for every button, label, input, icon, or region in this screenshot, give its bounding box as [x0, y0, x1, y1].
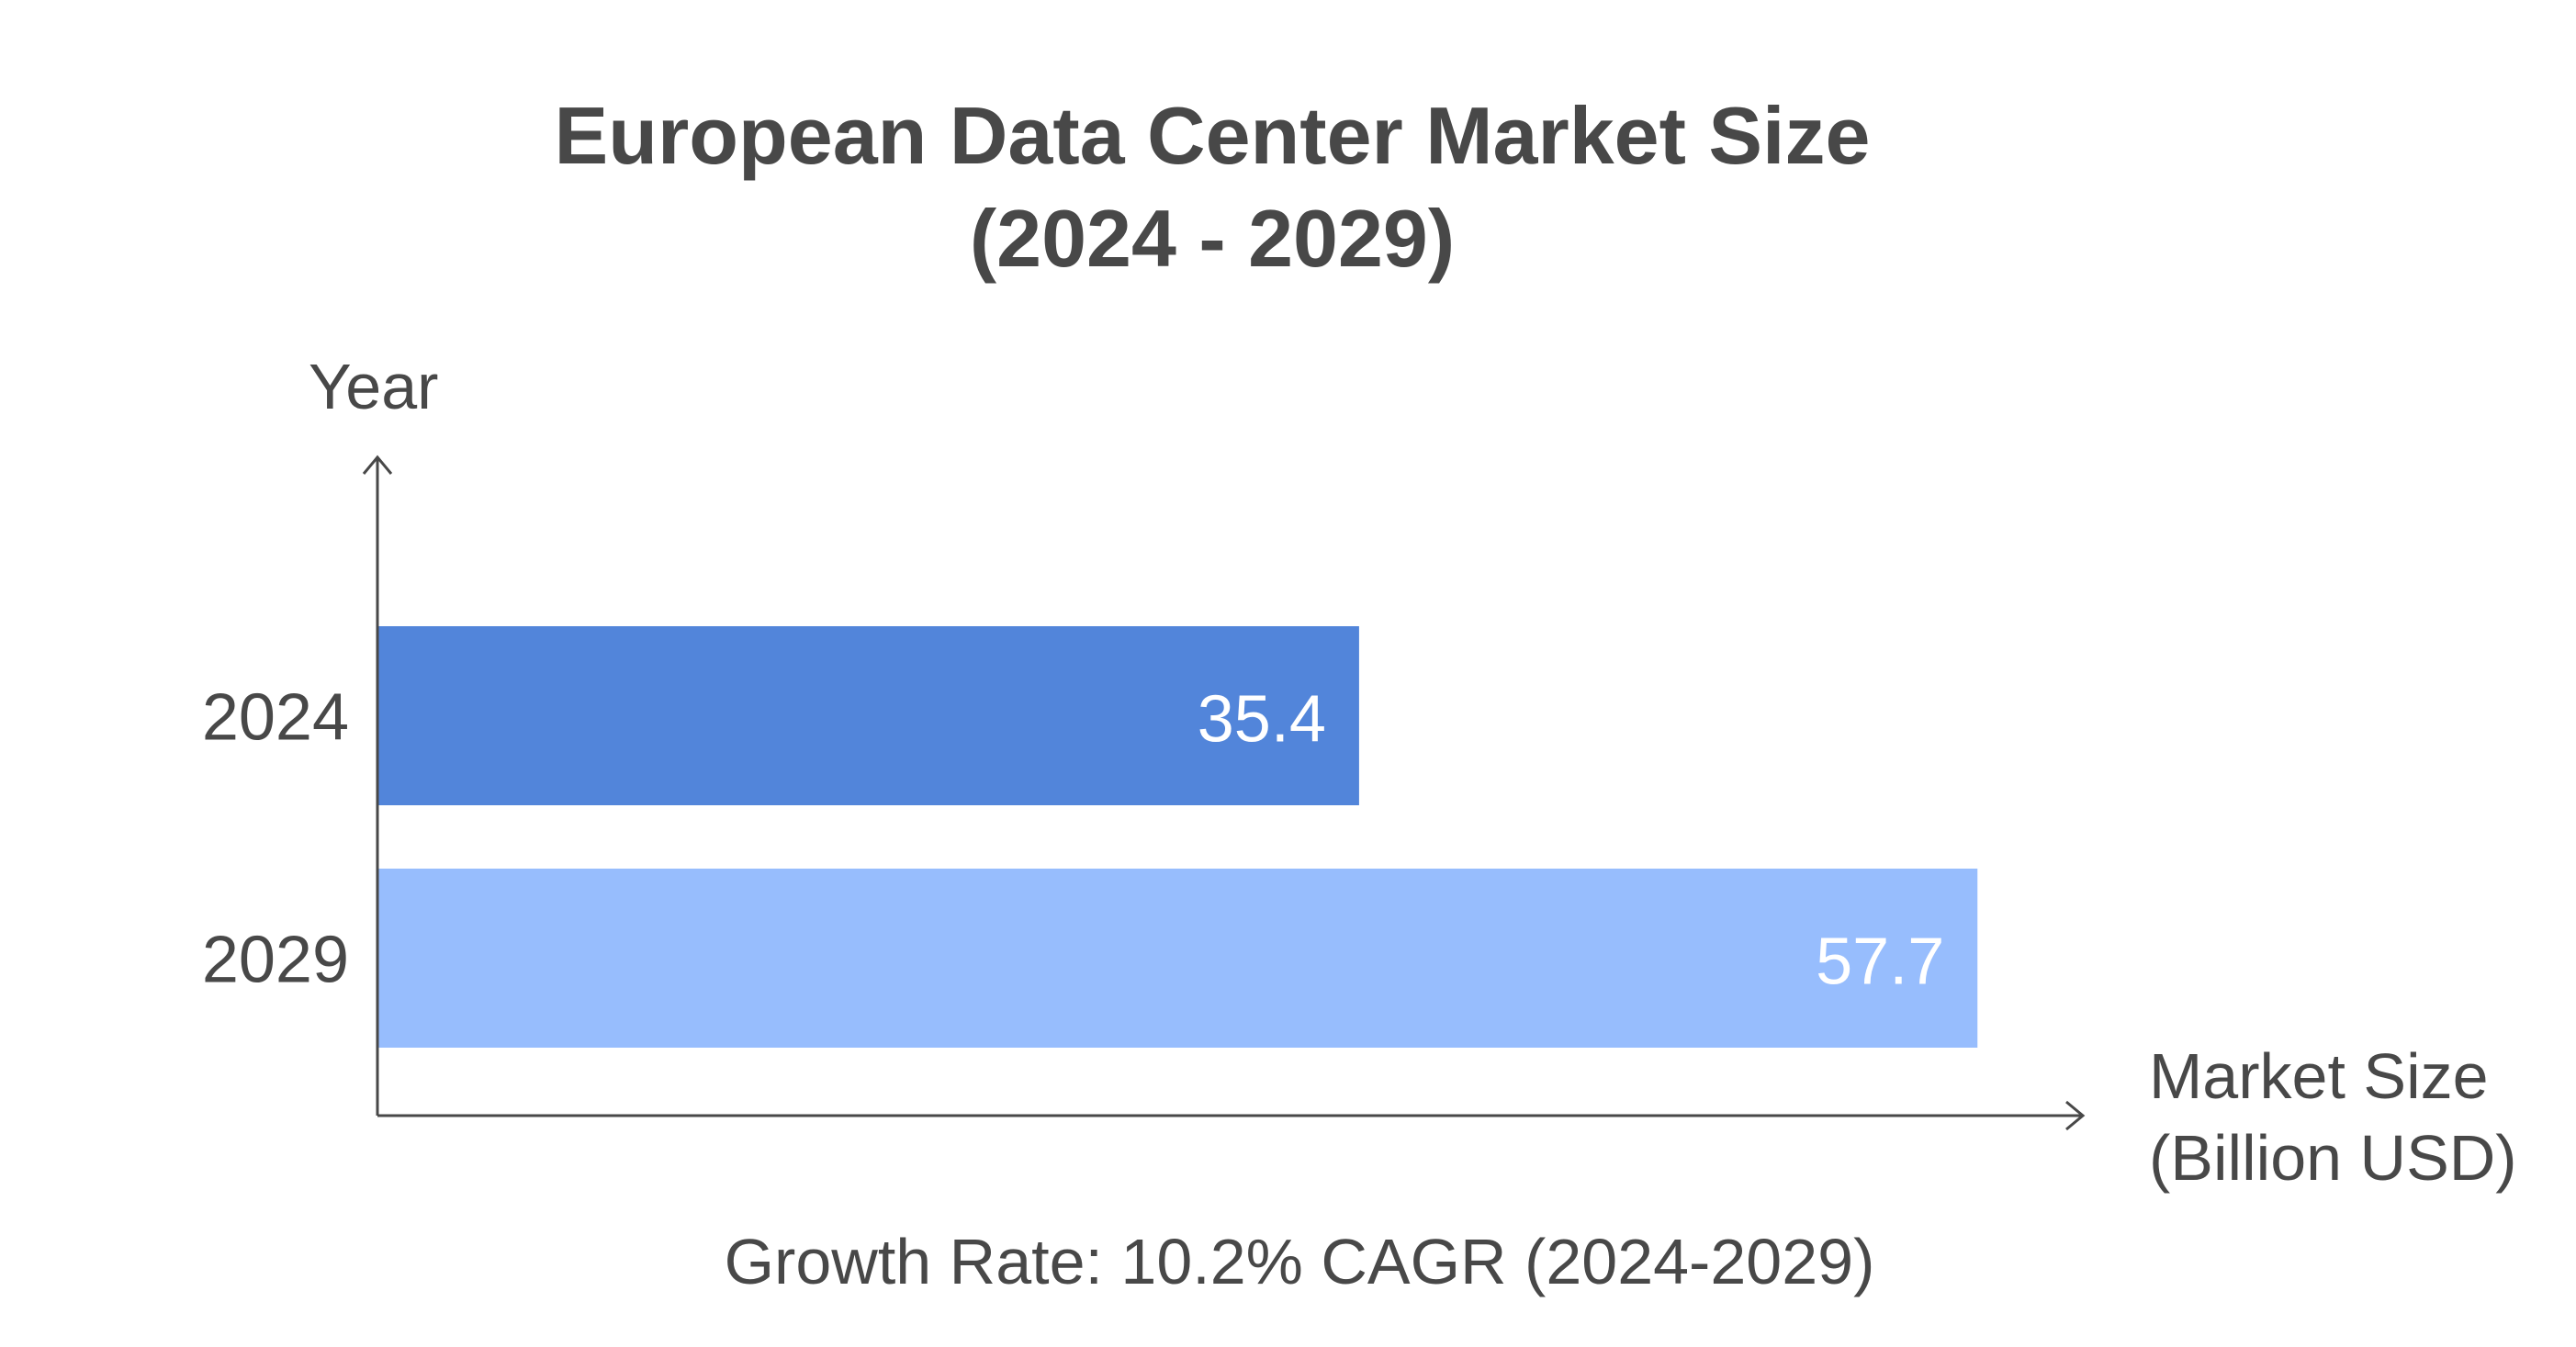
- title-line-2: (2024 - 2029): [969, 193, 1456, 284]
- title-line-1: European Data Center Market Size: [554, 90, 1871, 181]
- y-axis-label: Year: [309, 351, 438, 422]
- y-tick-label-2024: 2024: [202, 681, 349, 755]
- x-axis-arrow-icon: [2065, 1100, 2086, 1131]
- y-tick-label-2029: 2029: [202, 924, 349, 997]
- y-axis-arrow-icon: [362, 455, 393, 475]
- bar-2029: [377, 869, 1978, 1048]
- chart-title: European Data Center Market Size (2024 -…: [0, 84, 2424, 290]
- data-label-2024: 35.4: [1198, 683, 1326, 757]
- x-axis-label-line-2: (Billion USD): [2149, 1122, 2517, 1194]
- bar-2024: [377, 626, 1359, 805]
- growth-rate-annotation: Growth Rate: 10.2% CAGR (2024-2029): [724, 1226, 1875, 1297]
- x-axis-label-line-1: Market Size: [2149, 1040, 2489, 1112]
- data-label-2029: 57.7: [1816, 926, 1944, 999]
